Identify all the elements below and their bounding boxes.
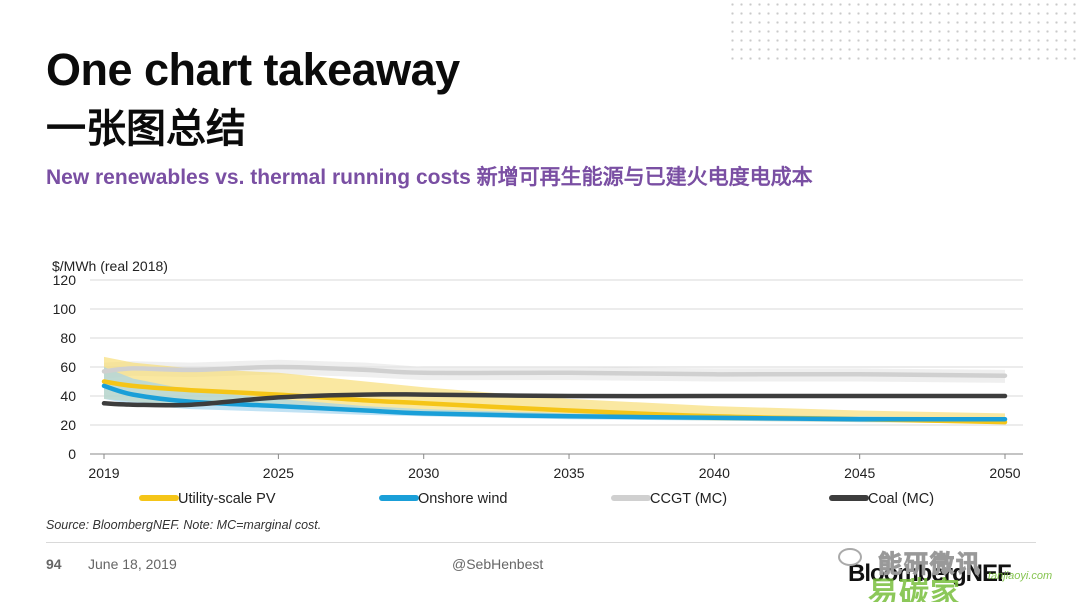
series-line-onshore-wind xyxy=(101,383,1008,422)
slide-date: June 18, 2019 xyxy=(88,556,177,572)
legend-label: Onshore wind xyxy=(418,491,507,507)
x-tick-label: 2025 xyxy=(263,465,294,481)
legend-label: Utility-scale PV xyxy=(178,491,276,507)
y-tick-label: 0 xyxy=(68,446,76,462)
y-axis-label: $/MWh (real 2018) xyxy=(52,258,168,274)
series-line-coal-mc xyxy=(101,392,1008,408)
x-tick-label: 2050 xyxy=(989,465,1020,481)
legend-label: Coal (MC) xyxy=(868,491,934,507)
legend-label: CCGT (MC) xyxy=(650,491,727,507)
x-tick-label: 2040 xyxy=(699,465,730,481)
y-tick-label: 120 xyxy=(53,272,77,288)
y-tick-label: 20 xyxy=(60,417,76,433)
y-tick-label: 40 xyxy=(60,388,76,404)
x-tick-label: 2035 xyxy=(553,465,584,481)
slide-title-chinese: 一张图总结 xyxy=(46,107,246,151)
x-tick-label: 2045 xyxy=(844,465,875,481)
x-tick-label: 2030 xyxy=(408,465,439,481)
watermark-url: tanjiaoyi.com xyxy=(988,570,1053,582)
watermark-brand: 易碳家 xyxy=(868,577,961,602)
source-note: Source: BloombergNEF. Note: MC=marginal … xyxy=(46,518,322,532)
page-number: 94 xyxy=(46,556,62,572)
slide-title: One chart takeaway xyxy=(46,44,460,95)
logo-area: BloombergNEF 能研微讯 易碳家 tanjiaoyi.com xyxy=(838,540,1068,602)
decorative-dot-grid xyxy=(728,0,1080,66)
bloomberg-logo: BloombergNEF xyxy=(848,560,1012,587)
series-line-ccgt-mc xyxy=(101,364,1008,378)
y-tick-label: 60 xyxy=(60,359,76,375)
chart-subtitle: New renewables vs. thermal running costs… xyxy=(46,166,813,189)
x-tick-label: 2019 xyxy=(88,465,119,481)
wechat-icon xyxy=(838,548,862,566)
watermark-text: 能研微讯 xyxy=(878,551,982,579)
footer-divider xyxy=(46,542,1036,543)
y-tick-label: 100 xyxy=(53,301,77,317)
author-handle: @SebHenbest xyxy=(452,556,544,572)
y-tick-label: 80 xyxy=(60,330,76,346)
